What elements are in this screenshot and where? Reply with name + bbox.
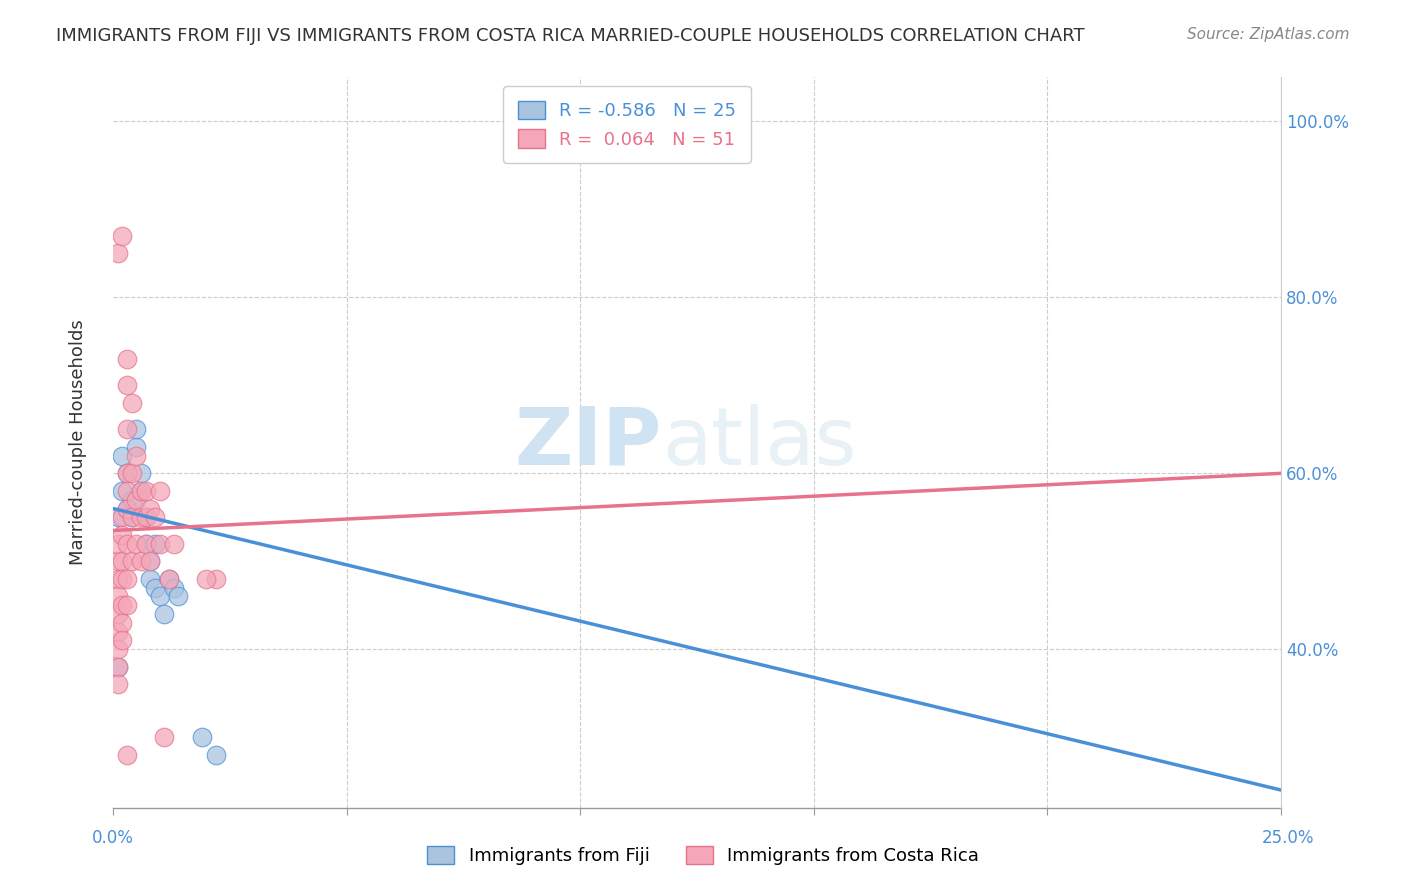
Point — [115, 599, 138, 613]
Point — [153, 730, 176, 744]
Text: 25.0%: 25.0% — [1263, 829, 1315, 847]
Point — [195, 572, 218, 586]
Point — [129, 467, 152, 481]
Point — [143, 581, 166, 595]
Point — [111, 510, 134, 524]
Point — [163, 537, 186, 551]
Text: ZIP: ZIP — [515, 403, 662, 482]
Point — [115, 501, 138, 516]
Legend: R = -0.586   N = 25, R =  0.064   N = 51: R = -0.586 N = 25, R = 0.064 N = 51 — [503, 87, 751, 163]
Point — [115, 501, 138, 516]
Point — [111, 572, 134, 586]
Point — [111, 528, 134, 542]
Point — [107, 537, 129, 551]
Point — [135, 510, 157, 524]
Point — [143, 537, 166, 551]
Point — [121, 396, 143, 410]
Point — [107, 554, 129, 568]
Point — [121, 467, 143, 481]
Point — [149, 590, 172, 604]
Point — [121, 554, 143, 568]
Point — [111, 599, 134, 613]
Point — [204, 572, 226, 586]
Point — [115, 537, 138, 551]
Point — [157, 572, 180, 586]
Point — [111, 615, 134, 630]
Point — [107, 590, 129, 604]
Point — [125, 537, 148, 551]
Point — [107, 246, 129, 260]
Point — [129, 483, 152, 498]
Point — [125, 449, 148, 463]
Text: IMMIGRANTS FROM FIJI VS IMMIGRANTS FROM COSTA RICA MARRIED-COUPLE HOUSEHOLDS COR: IMMIGRANTS FROM FIJI VS IMMIGRANTS FROM … — [56, 27, 1085, 45]
Point — [107, 660, 129, 674]
Point — [107, 660, 129, 674]
Point — [107, 510, 129, 524]
Point — [149, 537, 172, 551]
Point — [139, 554, 162, 568]
Point — [121, 510, 143, 524]
Point — [121, 510, 143, 524]
Text: atlas: atlas — [662, 403, 856, 482]
Point — [135, 510, 157, 524]
Point — [129, 483, 152, 498]
Point — [143, 510, 166, 524]
Point — [111, 633, 134, 648]
Point — [115, 467, 138, 481]
Point — [115, 747, 138, 762]
Point — [107, 642, 129, 657]
Point — [111, 554, 134, 568]
Point — [115, 572, 138, 586]
Point — [121, 492, 143, 507]
Point — [139, 572, 162, 586]
Point — [111, 483, 134, 498]
Text: Source: ZipAtlas.com: Source: ZipAtlas.com — [1187, 27, 1350, 42]
Point — [129, 554, 152, 568]
Point — [135, 537, 157, 551]
Point — [107, 677, 129, 691]
Point — [125, 492, 148, 507]
Point — [115, 378, 138, 392]
Point — [135, 483, 157, 498]
Point — [115, 467, 138, 481]
Point — [204, 747, 226, 762]
Point — [125, 422, 148, 436]
Point — [125, 440, 148, 454]
Point — [111, 449, 134, 463]
Point — [157, 572, 180, 586]
Point — [115, 351, 138, 366]
Point — [149, 483, 172, 498]
Point — [139, 554, 162, 568]
Text: 0.0%: 0.0% — [91, 829, 134, 847]
Point — [115, 422, 138, 436]
Point — [139, 501, 162, 516]
Point — [115, 483, 138, 498]
Point — [129, 510, 152, 524]
Point — [107, 607, 129, 621]
Point — [190, 730, 212, 744]
Legend: Immigrants from Fiji, Immigrants from Costa Rica: Immigrants from Fiji, Immigrants from Co… — [418, 837, 988, 874]
Point — [167, 590, 190, 604]
Point — [153, 607, 176, 621]
Point — [135, 537, 157, 551]
Point — [107, 624, 129, 639]
Text: Married-couple Households: Married-couple Households — [69, 319, 87, 566]
Point — [111, 228, 134, 243]
Point — [163, 581, 186, 595]
Point — [107, 572, 129, 586]
